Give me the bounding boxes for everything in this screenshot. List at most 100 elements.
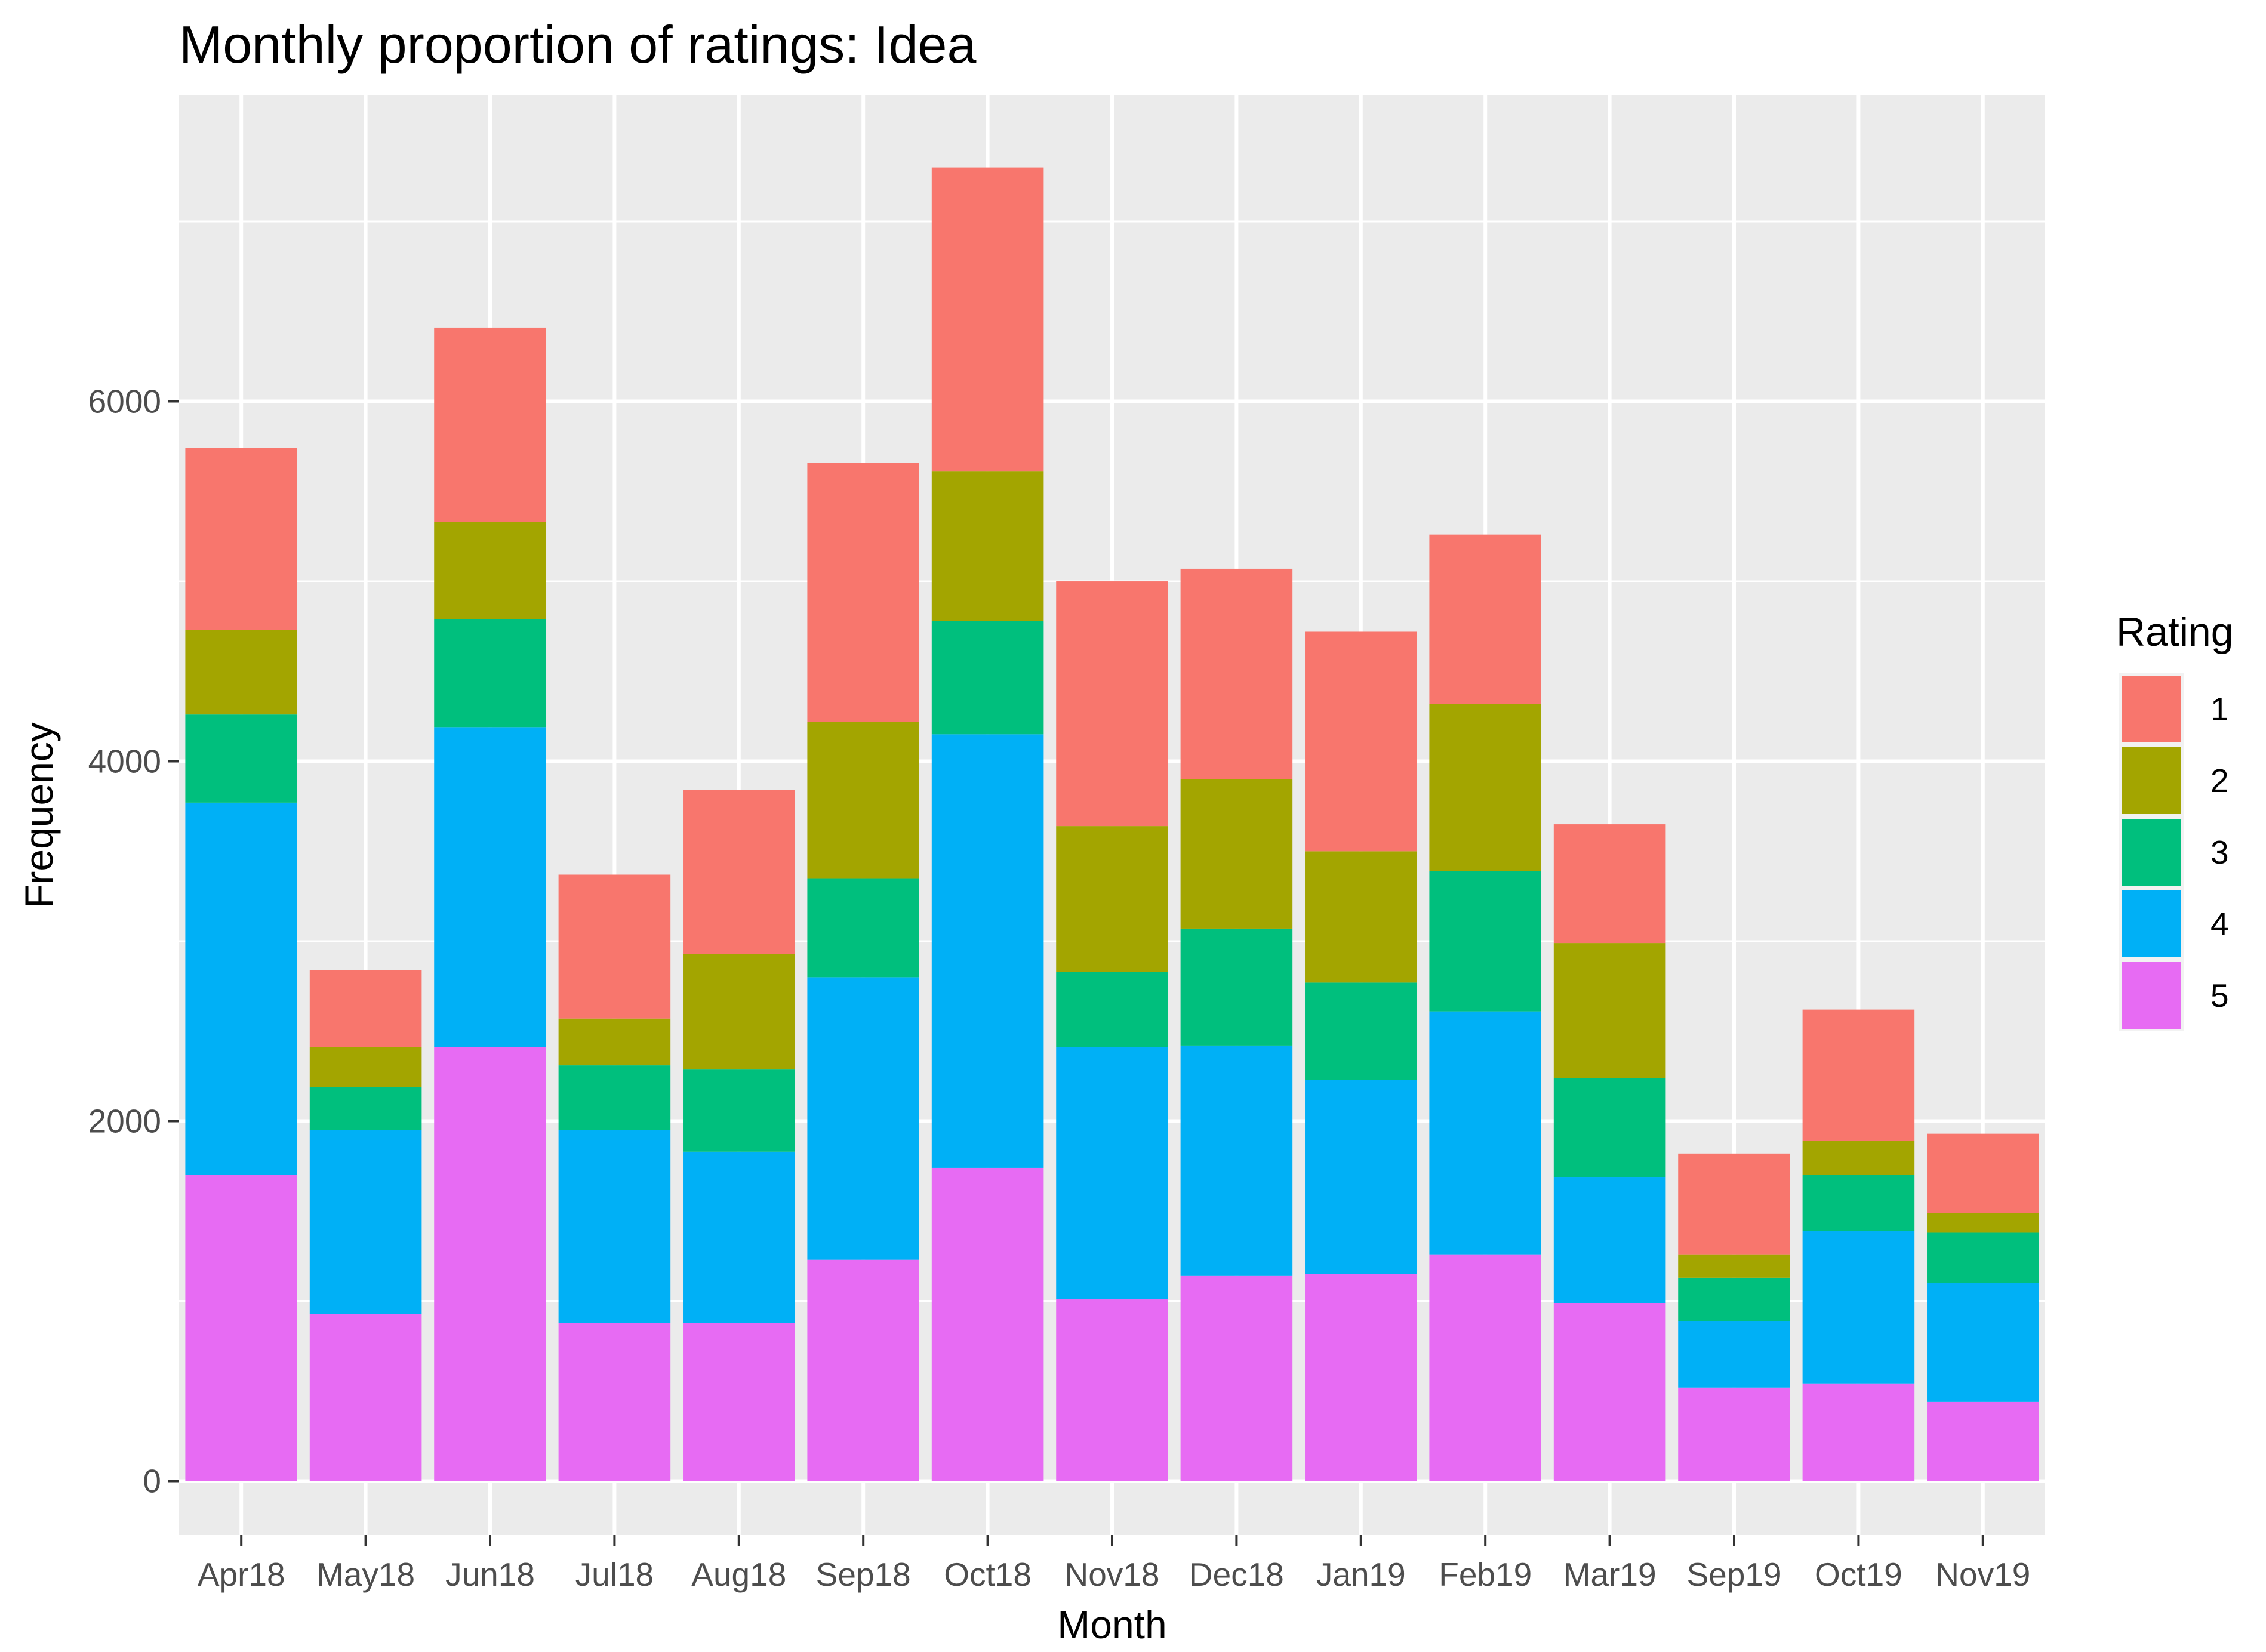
bar-jun18-rating-3 [434,619,546,728]
bar-oct19-rating-1 [1802,1009,1915,1141]
y-axis: 0 2000 4000 6000 [88,383,179,1500]
bar-jun18-rating-2 [434,522,546,620]
bar-jun18-rating-4 [434,727,546,1047]
legend: Rating 1 2 3 4 5 [2116,609,2234,1031]
legend-swatch-rating-5 [2122,962,2181,1029]
legend-label-rating-4: 4 [2210,905,2229,942]
bar-may18-rating-2 [309,1047,422,1087]
bar-jan19-rating-4 [1305,1080,1417,1274]
legend-title: Rating [2116,609,2234,655]
bar-apr18-rating-5 [185,1175,297,1481]
bar-aug18-rating-1 [683,790,795,954]
bar-mar19-rating-1 [1553,824,1666,944]
bar-dec18-rating-3 [1180,928,1293,1046]
bar-feb19-rating-4 [1429,1011,1541,1255]
bar-dec18-rating-2 [1180,779,1293,929]
x-tick-label: Sep18 [816,1556,911,1593]
bar-nov19-rating-5 [1927,1401,2039,1481]
bar-sep18-rating-4 [807,977,919,1260]
bar-jun18-rating-1 [434,327,546,522]
x-tick-label: Jan19 [1316,1556,1406,1593]
bar-nov18-rating-2 [1056,826,1168,972]
x-tick-label: Dec18 [1189,1556,1284,1593]
bar-sep19-rating-2 [1678,1254,1790,1278]
y-tick-label: 6000 [88,383,161,420]
bar-jul18-rating-5 [558,1323,671,1481]
x-tick-label: Oct19 [1815,1556,1902,1593]
x-tick-label: Aug18 [691,1556,786,1593]
bar-nov18-rating-3 [1056,972,1168,1047]
x-tick-label: Oct18 [944,1556,1032,1593]
bar-dec18-rating-5 [1180,1275,1293,1481]
legend-label-rating-2: 2 [2210,762,2229,799]
bar-aug18-rating-5 [683,1323,795,1481]
bar-jul18-rating-2 [558,1018,671,1066]
y-tick-label: 4000 [88,743,161,780]
bar-apr18-rating-2 [185,630,297,715]
legend-swatch-rating-3 [2122,819,2181,886]
bar-mar19-rating-5 [1553,1303,1666,1481]
bar-feb19-rating-2 [1429,704,1541,871]
x-tick-label: Feb19 [1439,1556,1532,1593]
x-tick-label: Jul18 [575,1556,654,1593]
bar-aug18-rating-3 [683,1069,795,1152]
y-tick-label: 0 [143,1463,161,1500]
chart-title: Monthly proportion of ratings: Idea [179,15,976,74]
bar-nov18-rating-1 [1056,581,1168,827]
x-axis: Apr18 May18 Jun18 Jul18 Aug18 Sep18 Oct18 Nov18… [198,1535,2030,1593]
bar-jan19-rating-3 [1305,982,1417,1080]
bar-dec18-rating-1 [1180,568,1293,779]
bar-oct19-rating-3 [1802,1175,1915,1231]
x-tick-label: Jun18 [445,1556,535,1593]
bar-apr18-rating-4 [185,802,297,1175]
bar-sep18-rating-2 [807,722,919,879]
bar-may18-rating-1 [309,970,422,1047]
bar-oct18-rating-3 [931,621,1044,735]
bar-mar19-rating-4 [1553,1177,1666,1303]
legend-label-rating-1: 1 [2210,691,2229,728]
bars [185,167,2039,1481]
bar-mar19-rating-3 [1553,1078,1666,1178]
bar-nov19-rating-4 [1927,1283,2039,1402]
bar-oct19-rating-4 [1802,1231,1915,1384]
bar-sep19-rating-1 [1678,1153,1790,1255]
bar-sep18-rating-1 [807,463,919,722]
bar-jun18-rating-5 [434,1047,546,1481]
bar-oct19-rating-5 [1802,1383,1915,1481]
x-tick-label: Sep19 [1686,1556,1781,1593]
y-axis-title: Frequency [17,722,61,908]
bar-jul18-rating-4 [558,1130,671,1323]
x-tick-label: Mar19 [1563,1556,1657,1593]
x-tick-label: Nov19 [1935,1556,2030,1593]
x-tick-label: Apr18 [198,1556,285,1593]
bar-mar19-rating-2 [1553,943,1666,1078]
x-axis-title: Month [1057,1602,1166,1647]
legend-label-rating-3: 3 [2210,834,2229,871]
legend-swatch-rating-2 [2122,747,2181,814]
x-tick-label: Nov18 [1065,1556,1160,1593]
bar-nov19-rating-1 [1927,1133,2039,1213]
bar-sep19-rating-4 [1678,1321,1790,1388]
bar-oct18-rating-4 [931,734,1044,1168]
x-tick-label: May18 [316,1556,415,1593]
bar-sep19-rating-5 [1678,1387,1790,1481]
bar-may18-rating-4 [309,1130,422,1314]
legend-label-rating-5: 5 [2210,977,2229,1014]
bar-nov18-rating-4 [1056,1047,1168,1300]
bar-nov18-rating-5 [1056,1299,1168,1481]
bar-apr18-rating-3 [185,714,297,803]
legend-swatch-rating-1 [2122,676,2181,742]
y-tick-label: 2000 [88,1103,161,1140]
bar-oct18-rating-2 [931,471,1044,621]
bar-sep18-rating-3 [807,878,919,978]
bar-may18-rating-5 [309,1314,422,1481]
bar-may18-rating-3 [309,1087,422,1130]
bar-oct18-rating-5 [931,1167,1044,1481]
bar-feb19-rating-3 [1429,871,1541,1012]
bar-jul18-rating-1 [558,874,671,1019]
bar-apr18-rating-1 [185,448,297,630]
bar-aug18-rating-4 [683,1151,795,1323]
bar-jul18-rating-3 [558,1065,671,1130]
bar-oct18-rating-1 [931,167,1044,472]
